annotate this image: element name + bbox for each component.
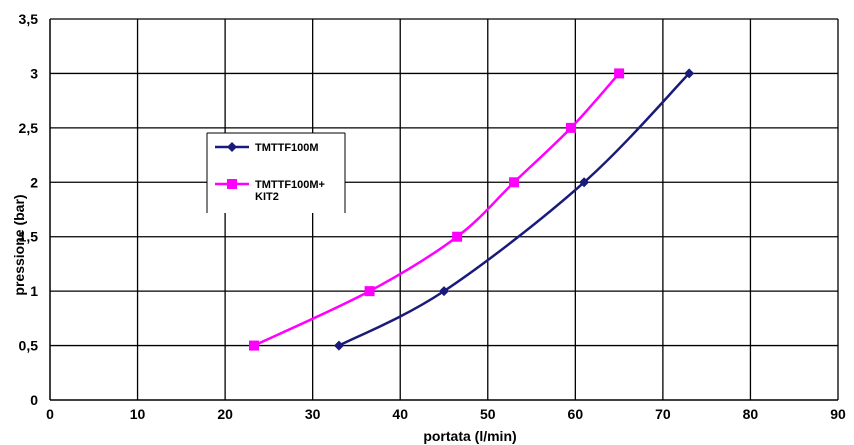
legend-label: TMTTF100M: [255, 142, 319, 154]
x-tick-label: 80: [743, 406, 759, 422]
grid: [50, 18, 839, 400]
legend-label: KIT2: [255, 191, 279, 203]
y-tick-label: 0: [30, 392, 38, 408]
data-point: [364, 286, 375, 297]
data-point: [227, 179, 237, 189]
data-point: [565, 122, 576, 133]
x-tick-label: 20: [217, 406, 233, 422]
x-tick-label: 0: [46, 406, 54, 422]
y-tick-label: 1,5: [19, 229, 39, 245]
y-tick-label: 2: [30, 174, 38, 190]
series-tmttf100m: [333, 68, 695, 351]
y-tick-labels: 0 0,5 1 1,5 2 2,5 3 3,5: [19, 11, 39, 408]
series-line: [338, 72, 691, 347]
series-group: [249, 68, 695, 351]
x-tick-label: 50: [480, 406, 496, 422]
legend-item: TMTTF100M: [215, 142, 319, 154]
legend-label: TMTTF100M+: [255, 179, 325, 191]
y-tick-label: 0,5: [19, 338, 39, 354]
legend: TMTTF100M TMTTF100M+KIT2: [206, 132, 346, 213]
data-point: [452, 231, 463, 242]
x-tick-label: 90: [830, 406, 846, 422]
axes: [49, 19, 838, 401]
data-point: [439, 286, 449, 297]
data-point: [614, 68, 625, 79]
legend-item: TMTTF100M+KIT2: [215, 179, 325, 203]
x-tick-label: 60: [568, 406, 584, 422]
x-tick-label: 30: [305, 406, 321, 422]
y-tick-label: 2,5: [19, 120, 39, 136]
x-axis-label: portata (l/min): [423, 428, 516, 444]
x-tick-labels: 0 10 20 30 40 50 60 70 80 90: [46, 406, 846, 422]
y-tick-label: 3,5: [19, 11, 39, 27]
y-axis-label: pressione (bar): [11, 194, 27, 295]
series-tmttf100m-kit2: [249, 68, 625, 351]
y-tick-label: 1: [30, 283, 38, 299]
x-tick-label: 70: [655, 406, 671, 422]
data-point: [684, 68, 695, 79]
data-point: [333, 340, 344, 351]
data-point: [227, 142, 237, 152]
y-tick-label: 3: [30, 65, 38, 81]
data-point: [509, 177, 520, 188]
data-point: [579, 177, 590, 188]
data-point: [249, 340, 260, 351]
x-tick-label: 10: [130, 406, 146, 422]
x-tick-label: 40: [392, 406, 408, 422]
